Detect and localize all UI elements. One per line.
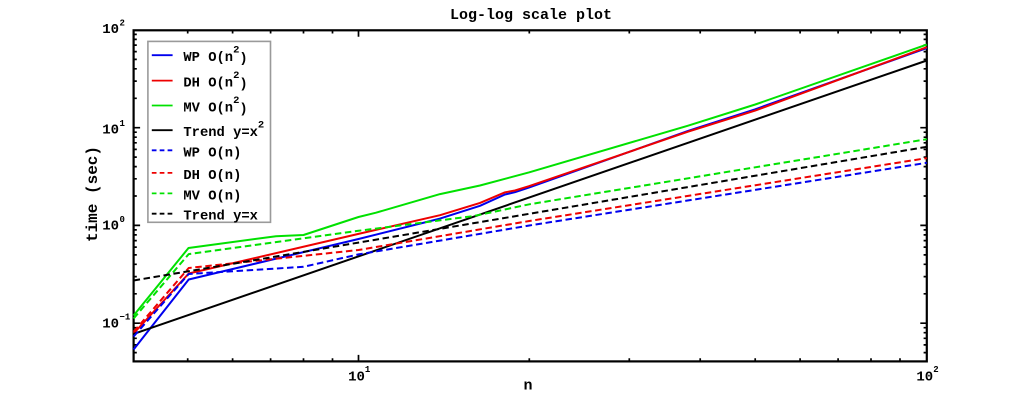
svg-text:10: 10 <box>102 123 119 139</box>
svg-text:1: 1 <box>120 119 126 129</box>
svg-text:MV O(n2): MV O(n2) <box>183 95 247 118</box>
svg-text:10: 10 <box>102 316 119 332</box>
svg-text:10: 10 <box>916 370 933 386</box>
svg-text:0: 0 <box>120 215 125 225</box>
svg-text:n: n <box>523 378 532 395</box>
svg-text:time (sec): time (sec) <box>84 146 102 242</box>
svg-text:WP O(n): WP O(n) <box>183 145 241 161</box>
svg-text:10: 10 <box>102 22 119 38</box>
svg-text:2: 2 <box>120 18 125 28</box>
svg-text:Log-log scale plot: Log-log scale plot <box>450 7 612 24</box>
svg-text:Trend y=x: Trend y=x <box>183 209 258 225</box>
svg-text:WP O(n2): WP O(n2) <box>183 45 247 67</box>
svg-text:DH O(n2): DH O(n2) <box>183 70 247 93</box>
svg-text:−1: −1 <box>120 313 131 323</box>
svg-text:MV O(n): MV O(n) <box>183 188 241 204</box>
svg-text:2: 2 <box>933 365 938 375</box>
svg-text:DH O(n): DH O(n) <box>183 168 241 184</box>
svg-text:1: 1 <box>365 365 371 375</box>
svg-text:10: 10 <box>102 219 119 235</box>
svg-text:10: 10 <box>348 370 365 386</box>
